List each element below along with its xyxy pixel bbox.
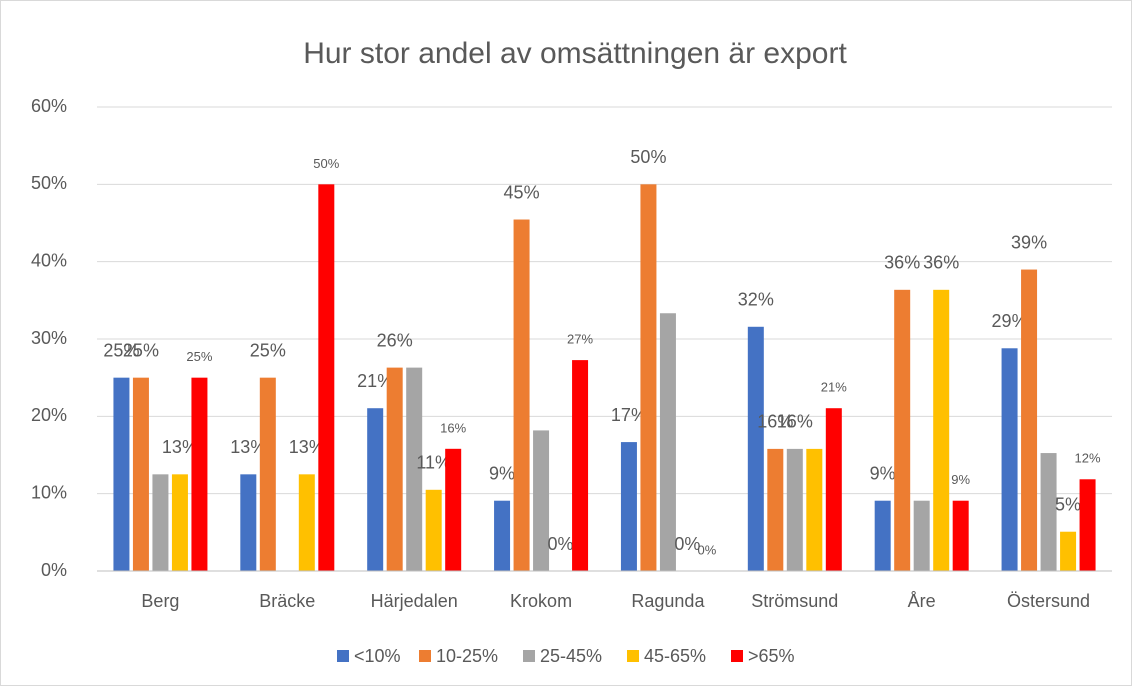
y-tick-label: 10% [31, 482, 67, 502]
data-label: 25% [123, 340, 159, 360]
bar [367, 408, 384, 571]
data-label: 27% [567, 332, 593, 347]
data-label: 36% [884, 253, 920, 273]
y-tick-label: 40% [31, 250, 67, 270]
bar [1001, 348, 1018, 571]
data-label: 21% [357, 371, 393, 391]
data-label: 9% [951, 472, 970, 487]
data-label: 25% [103, 340, 139, 360]
data-label: 25% [186, 349, 212, 364]
data-label: 0% [548, 534, 574, 554]
x-tick-label: Berg [141, 591, 179, 611]
y-tick-label: 0% [41, 560, 67, 580]
data-label: 13% [289, 437, 325, 457]
bar [494, 500, 511, 571]
data-label: 16% [777, 412, 813, 432]
y-tick-label: 30% [31, 328, 67, 348]
legend-label: 10-25% [436, 646, 498, 666]
data-label: 21% [821, 380, 847, 395]
bar [767, 448, 784, 571]
bar [533, 430, 550, 571]
bar [952, 500, 969, 571]
bar [620, 442, 637, 571]
data-label: 11% [416, 453, 451, 473]
legend-swatch [731, 650, 743, 662]
bar [298, 474, 315, 571]
bar [894, 289, 911, 571]
bar [425, 489, 442, 571]
legend-label: 45-65% [644, 646, 706, 666]
bar [825, 408, 842, 571]
chart-title: Hur stor andel av omsättningen är export [303, 37, 847, 70]
data-label: 16% [440, 420, 466, 435]
data-label: 12% [1075, 451, 1101, 466]
data-label: 32% [738, 290, 774, 310]
y-tick-label: 20% [31, 405, 67, 425]
bar [1060, 531, 1077, 571]
legend-swatch [627, 650, 639, 662]
data-label: 0% [674, 534, 700, 554]
data-label: 17% [611, 405, 647, 425]
bar [933, 289, 950, 571]
data-label: 13% [162, 437, 198, 457]
bar [1079, 479, 1096, 571]
y-tick-label: 60% [31, 96, 67, 116]
data-label: 36% [923, 253, 959, 273]
x-tick-label: Bräcke [259, 591, 315, 611]
bar [806, 448, 823, 571]
bar [572, 360, 589, 571]
data-label: 45% [504, 182, 540, 202]
bar [132, 377, 149, 571]
bar [445, 448, 462, 571]
bar [191, 377, 208, 571]
bar [1040, 453, 1057, 571]
data-label: 39% [1011, 232, 1047, 252]
data-label: 29% [992, 311, 1028, 331]
bar [113, 377, 130, 571]
legend-label: 25-45% [540, 646, 602, 666]
x-tick-label: Åre [908, 591, 936, 611]
x-tick-label: Ragunda [631, 591, 705, 611]
data-label: 9% [489, 463, 515, 483]
bar [640, 184, 657, 572]
y-tick-label: 50% [31, 173, 67, 193]
x-tick-label: Östersund [1007, 591, 1090, 611]
data-label: 26% [377, 330, 413, 350]
data-label: 9% [870, 463, 896, 483]
data-label: 0% [698, 542, 717, 557]
bar [386, 367, 403, 571]
bar [513, 219, 530, 571]
bar [240, 474, 257, 571]
legend-label: <10% [354, 646, 401, 666]
bar [406, 367, 423, 571]
data-label: 50% [313, 156, 339, 171]
bar [659, 313, 676, 571]
bar [786, 448, 803, 571]
legend-label: >65% [748, 646, 795, 666]
x-tick-label: Strömsund [751, 591, 838, 611]
x-tick-label: Härjedalen [371, 591, 458, 611]
bar [259, 377, 276, 571]
data-label: 16% [757, 412, 793, 432]
legend-swatch [419, 650, 431, 662]
bar [874, 500, 891, 571]
bar [913, 500, 930, 571]
legend-swatch [523, 650, 535, 662]
legend-swatch [337, 650, 349, 662]
bar [1021, 269, 1038, 571]
data-label: 25% [250, 340, 286, 360]
x-tick-label: Krokom [510, 591, 572, 611]
bar [171, 474, 188, 571]
data-label: 5% [1055, 494, 1081, 514]
data-label: 50% [630, 147, 666, 167]
data-label: 13% [230, 437, 266, 457]
bar [152, 474, 169, 571]
bar [747, 326, 764, 571]
bar [318, 184, 335, 572]
